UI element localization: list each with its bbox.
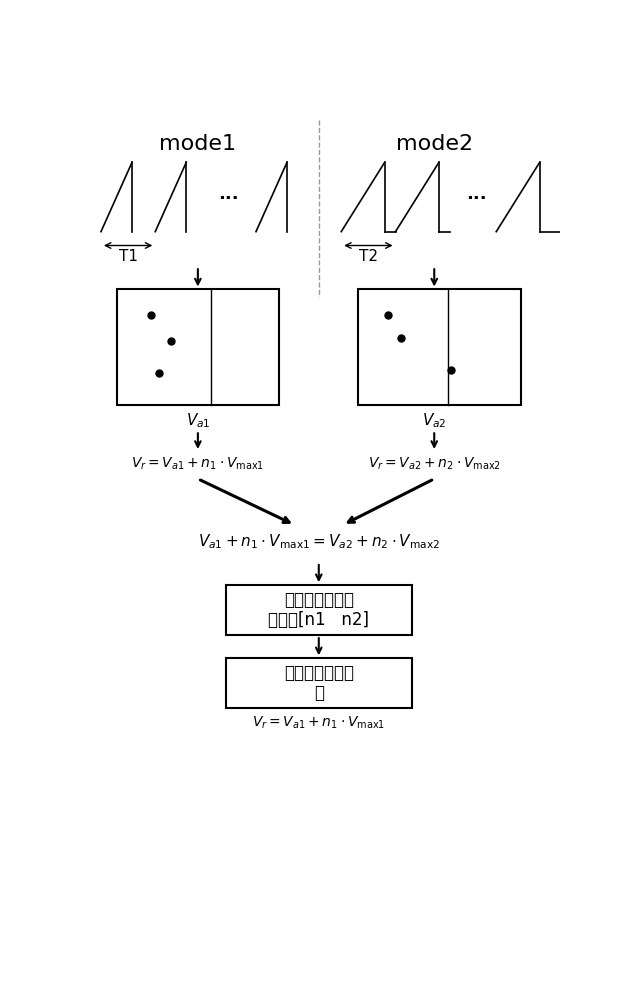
Bar xyxy=(226,585,412,635)
Text: 唯一解[n1   n2]: 唯一解[n1 n2] xyxy=(268,611,369,629)
Text: mode1: mode1 xyxy=(159,134,236,154)
Bar xyxy=(358,289,521,405)
Text: 假设验证法求解: 假设验证法求解 xyxy=(284,591,354,609)
Bar xyxy=(116,289,279,405)
Text: ...: ... xyxy=(466,185,487,203)
Text: $V_r =V_{a1}+n_1 \cdot V_{\max 1}$: $V_r =V_{a1}+n_1 \cdot V_{\max 1}$ xyxy=(253,714,385,731)
Text: ...: ... xyxy=(218,185,239,203)
Text: T1: T1 xyxy=(119,249,137,264)
Text: $V_{a1}$: $V_{a1}$ xyxy=(185,411,210,430)
Text: $V_r =V_{a1}+n_1 \cdot V_{\max 1}$: $V_r =V_{a1}+n_1 \cdot V_{\max 1}$ xyxy=(131,456,264,472)
Text: $V_{a1}+n_1 \cdot V_{\max 1}=V_{a2}+n_2 \cdot V_{\max 2}$: $V_{a1}+n_1 \cdot V_{\max 1}=V_{a2}+n_2 … xyxy=(198,533,440,551)
Text: $V_{a2}$: $V_{a2}$ xyxy=(422,411,447,430)
Text: 度: 度 xyxy=(313,684,324,702)
Text: T2: T2 xyxy=(359,249,378,264)
Bar xyxy=(226,658,412,708)
Text: mode2: mode2 xyxy=(396,134,473,154)
Text: 获得目标真实速: 获得目标真实速 xyxy=(284,664,354,682)
Text: $V_r =V_{a2}+n_2 \cdot V_{\max 2}$: $V_r =V_{a2}+n_2 \cdot V_{\max 2}$ xyxy=(368,456,501,472)
